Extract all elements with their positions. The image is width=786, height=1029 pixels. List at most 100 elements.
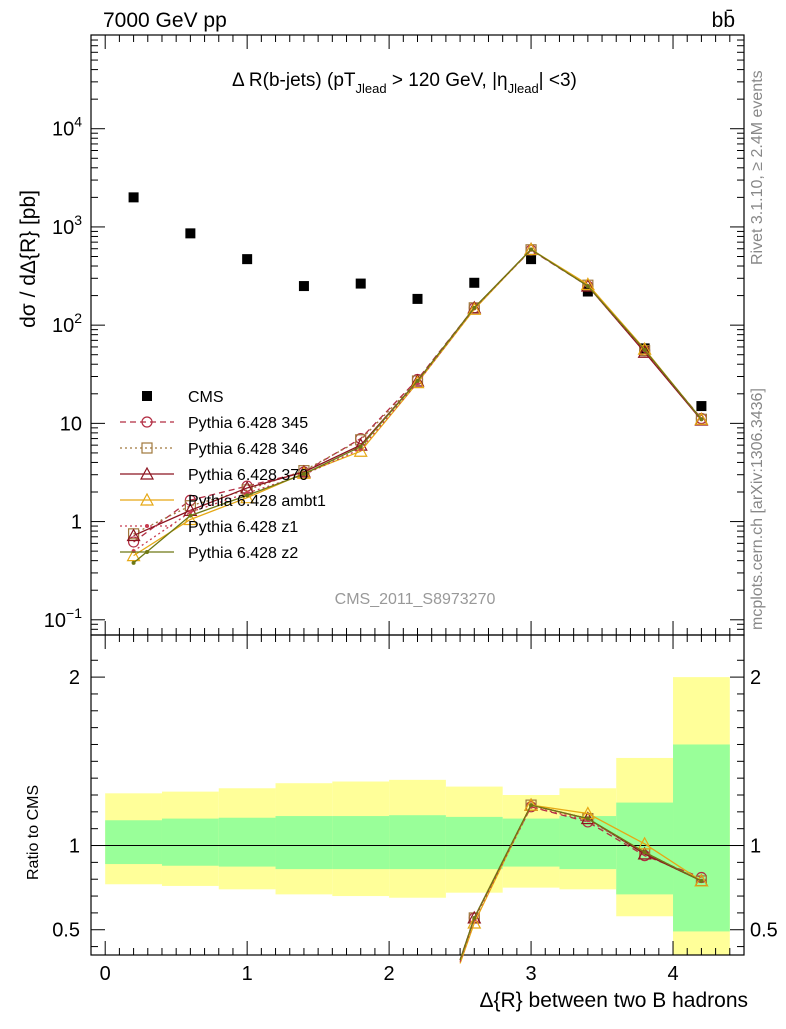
main-point-pythia-6-428-370 (467, 300, 482, 314)
main-y-axis-label: dσ / dΔ{R} [pb] (17, 190, 40, 328)
x-tick-label: 3 (526, 963, 537, 985)
x-axis-label: Δ{R} between two B hadrons (479, 989, 748, 1012)
main-point-pythia-6-428-z2 (529, 247, 534, 252)
ratio-band-inner (389, 815, 446, 870)
main-point-cms (128, 192, 139, 203)
main-point-pythia-6-428-ambt1 (126, 548, 141, 562)
legend-label-pythia-6-428-345: Pythia 6.428 345 (188, 415, 308, 432)
legend-marker-pythia-6-428-ambt1 (139, 492, 155, 506)
ratio-point-pythia-6-428-ambt1 (467, 915, 482, 929)
main-point-pythia-6-428-ambt1 (240, 490, 255, 504)
main-point-cms (242, 254, 253, 265)
legend-marker-pythia-6-428-345 (141, 416, 153, 428)
main-point-cms (355, 278, 366, 289)
x-tick-label: 2 (384, 963, 395, 985)
legend-marker-pythia-6-428-z2 (145, 550, 149, 554)
ratio-band-inner (161, 818, 219, 866)
ratio-band-inner (502, 818, 560, 867)
ratio-y-axis-label: Ratio to CMS (25, 785, 42, 880)
legend-label-pythia-6-428-z1: Pythia 6.428 z1 (188, 519, 298, 536)
ratio-panel: 0 1 2 3 4 0.5 0.5 1 1 2 2 (52, 634, 778, 985)
main-point-pythia-6-428-345 (127, 536, 140, 548)
main-title: Δ R(b-jets) (pTJlead > 120 GeV, |ηJlead|… (232, 70, 577, 96)
main-point-cms (696, 401, 707, 412)
x-tick-label: 4 (667, 963, 678, 985)
y-tick-label: 10−1 (44, 605, 82, 632)
ratio-point-pythia-6-428-ambt1 (524, 797, 539, 811)
ratio-band-inner (332, 816, 390, 870)
main-point-pythia-6-428-z2 (585, 284, 590, 289)
main-point-pythia-6-428-ambt1 (637, 341, 652, 355)
main-point-pythia-6-428-z2 (245, 493, 250, 498)
y-tick-label: 103 (52, 212, 82, 239)
main-point-pythia-6-428-370 (126, 528, 141, 542)
x-tick-label: 0 (100, 963, 111, 985)
legend-marker-cms (142, 391, 152, 401)
legend-label-cms: CMS (188, 389, 224, 406)
legend-marker-pythia-6-428-370 (139, 466, 155, 480)
ratio-series-line-pythia-6-428-345 (459, 806, 702, 961)
rivet-label: Rivet 3.1.10, ≥ 2.4M events (749, 70, 766, 265)
main-point-pythia-6-428-370 (637, 344, 652, 358)
main-point-pythia-6-428-z2 (472, 305, 477, 310)
legend-marker-pythia-6-428-346 (141, 442, 153, 454)
mcplots-label: mcplots.cern.ch [arXiv:1306.3436] (749, 388, 766, 630)
legend-marker-pythia-6-428-z1 (145, 524, 149, 528)
main-point-pythia-6-428-ambt1 (467, 302, 482, 315)
main-point-pythia-6-428-ambt1 (694, 412, 709, 425)
main-point-pythia-6-428-ambt1 (410, 375, 425, 389)
ratio-point-pythia-6-428-ambt1 (694, 873, 709, 887)
main-point-cms (185, 228, 196, 239)
ratio-band-inner (559, 816, 617, 870)
ratio-y-tick-label: 1 (69, 836, 80, 858)
legend-label-pythia-6-428-346: Pythia 6.428 346 (188, 441, 308, 458)
main-point-pythia-6-428-z2 (358, 444, 363, 449)
legend-label-pythia-6-428-ambt1: Pythia 6.428 ambt1 (188, 493, 326, 510)
main-point-pythia-6-428-z1 (188, 510, 193, 515)
ratio-band-inner (673, 744, 730, 932)
main-point-pythia-6-428-z2 (301, 472, 306, 477)
main-point-cms (526, 254, 537, 265)
main-point-cms (469, 277, 480, 288)
ratio-point-pythia-6-428-z2 (642, 850, 647, 855)
legend: CMS Pythia 6.428 345 Pythia 6.428 346 Pythi… (120, 389, 326, 562)
ratio-y-tick-label-right: 1 (750, 836, 761, 858)
main-panel: 10−1 1 10 102 103 104 (44, 34, 745, 636)
y-tick-label: 104 (52, 114, 82, 141)
main-point-pythia-6-428-z2 (642, 347, 647, 352)
ratio-series-line-pythia-6-428-ambt1 (459, 804, 702, 964)
main-point-cms (298, 281, 309, 292)
ratio-point-pythia-6-428-z2 (585, 816, 590, 821)
main-point-cms (412, 293, 423, 304)
ratio-y-tick-label-right: 0.5 (750, 920, 778, 942)
main-point-pythia-6-428-370 (580, 278, 595, 292)
y-tick-label: 10 (60, 413, 82, 435)
main-point-pythia-6-428-ambt1 (353, 443, 368, 457)
y-tick-label: 1 (71, 512, 82, 534)
analysis-label: CMS_2011_S8973270 (335, 591, 496, 608)
main-point-pythia-6-428-z2 (188, 513, 193, 518)
main-point-pythia-6-428-z2 (131, 560, 136, 565)
ratio-series-line-pythia-6-428-z2 (459, 804, 702, 961)
main-point-pythia-6-428-z2 (415, 378, 420, 383)
ratio-y-tick-label-right: 2 (750, 667, 761, 689)
y-tick-label: 102 (52, 310, 82, 337)
energy-label: 7000 GeV pp (103, 9, 227, 32)
ratio-band-inner (275, 816, 333, 870)
ratio-point-pythia-6-428-ambt1 (637, 836, 652, 850)
main-point-pythia-6-428-ambt1 (524, 242, 539, 256)
main-point-pythia-6-428-370 (410, 373, 425, 387)
main-point-pythia-6-428-ambt1 (183, 512, 198, 526)
process-label: bb̄ (712, 9, 735, 32)
ratio-point-pythia-6-428-z2 (472, 915, 477, 920)
ratio-point-pythia-6-428-z2 (699, 878, 704, 883)
ratio-band-inner (445, 816, 503, 870)
ratio-band-inner (105, 820, 162, 865)
legend-label-pythia-6-428-370: Pythia 6.428 370 (188, 467, 308, 484)
ratio-y-tick-label: 0.5 (52, 920, 80, 942)
ratio-y-tick-label: 2 (69, 667, 80, 689)
x-tick-label: 1 (242, 963, 253, 985)
ratio-point-pythia-6-428-z2 (529, 803, 534, 808)
legend-label-pythia-6-428-z2: Pythia 6.428 z2 (188, 545, 298, 562)
